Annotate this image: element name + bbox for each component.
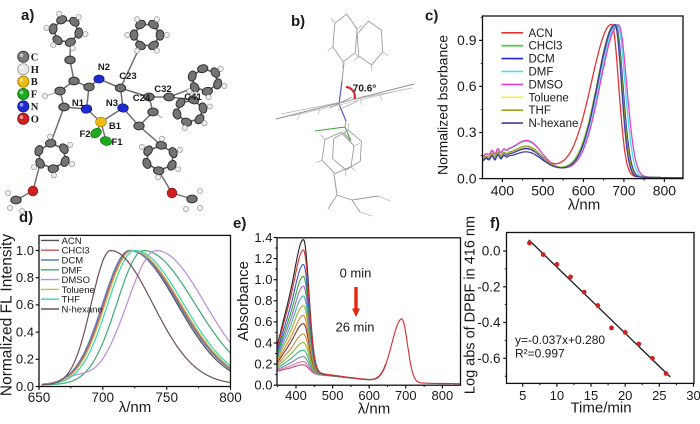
svg-text:B: B <box>31 77 38 88</box>
svg-text:0.6: 0.6 <box>16 297 34 312</box>
svg-text:C41: C41 <box>184 92 202 103</box>
svg-text:N1: N1 <box>72 98 85 109</box>
svg-text:0.2: 0.2 <box>16 352 34 367</box>
svg-text:DCM: DCM <box>529 54 555 66</box>
svg-text:1.4: 1.4 <box>254 230 272 245</box>
svg-text:C23: C23 <box>119 71 136 82</box>
svg-text:0.6: 0.6 <box>457 78 477 94</box>
svg-text:-0.6: -0.6 <box>477 351 500 366</box>
svg-text:d): d) <box>19 209 33 226</box>
svg-text:0.0: 0.0 <box>254 378 272 393</box>
svg-text:e): e) <box>233 215 246 232</box>
svg-text:-0.4: -0.4 <box>477 315 501 330</box>
svg-text:0.8: 0.8 <box>16 270 34 285</box>
svg-text:0.0: 0.0 <box>457 170 477 186</box>
svg-text:0 min: 0 min <box>340 266 372 281</box>
svg-text:26 min: 26 min <box>335 320 374 335</box>
svg-text:-0.2: -0.2 <box>477 279 500 294</box>
svg-text:c): c) <box>425 8 438 25</box>
svg-text:f): f) <box>490 215 500 232</box>
svg-text:0.0: 0.0 <box>482 244 501 259</box>
svg-text:N-hexane: N-hexane <box>62 305 103 316</box>
svg-text:THF: THF <box>529 105 551 117</box>
svg-text:N-hexane: N-hexane <box>529 118 579 130</box>
svg-text:25: 25 <box>652 388 666 403</box>
svg-text:30: 30 <box>686 388 700 403</box>
svg-text:C: C <box>31 52 39 63</box>
svg-text:0.9: 0.9 <box>457 32 477 48</box>
svg-text:N2: N2 <box>98 62 110 73</box>
svg-text:800: 800 <box>219 390 242 405</box>
svg-text:y=-0.037x+0.280: y=-0.037x+0.280 <box>515 333 605 347</box>
svg-text:1.2: 1.2 <box>254 251 272 266</box>
svg-text:Absorbance: Absorbance <box>235 261 252 341</box>
svg-text:Normalized bsorbance: Normalized bsorbance <box>435 35 451 175</box>
svg-text:500: 500 <box>322 388 344 403</box>
svg-text:Toluene: Toluene <box>529 92 569 104</box>
svg-text:700: 700 <box>612 183 636 199</box>
svg-text:0.4: 0.4 <box>16 324 34 339</box>
svg-text:λ/nm: λ/nm <box>119 399 152 416</box>
svg-text:1.0: 1.0 <box>16 243 34 258</box>
svg-text:800: 800 <box>653 183 677 199</box>
svg-text:ACN: ACN <box>529 28 553 40</box>
svg-text:B1: B1 <box>109 121 122 132</box>
svg-text:λ/nm: λ/nm <box>358 401 391 418</box>
svg-text:Time/min: Time/min <box>570 399 631 416</box>
svg-text:F2: F2 <box>79 129 90 140</box>
svg-text:1.0: 1.0 <box>254 272 272 287</box>
svg-text:700: 700 <box>395 388 417 403</box>
svg-text:DMSO: DMSO <box>529 79 564 91</box>
svg-text:0.2: 0.2 <box>254 356 272 371</box>
svg-text:CHCl3: CHCl3 <box>529 41 563 53</box>
svg-text:400: 400 <box>491 183 515 199</box>
svg-text:λ/nm: λ/nm <box>568 197 601 214</box>
svg-text:F1: F1 <box>111 137 123 148</box>
svg-text:a): a) <box>21 7 34 24</box>
svg-text:750: 750 <box>155 390 178 405</box>
svg-text:R²=0.997: R²=0.997 <box>515 347 565 361</box>
svg-text:10: 10 <box>550 388 564 403</box>
svg-text:0.6: 0.6 <box>254 314 272 329</box>
svg-text:DMF: DMF <box>529 67 554 79</box>
svg-text:H: H <box>31 65 39 76</box>
svg-text:70.6°: 70.6° <box>353 83 376 94</box>
svg-text:500: 500 <box>531 183 555 199</box>
svg-text:650: 650 <box>28 390 51 405</box>
svg-text:Normalized FL Intensity: Normalized FL Intensity <box>0 234 16 396</box>
svg-text:b): b) <box>291 13 305 30</box>
svg-text:400: 400 <box>285 388 307 403</box>
svg-text:800: 800 <box>432 388 454 403</box>
svg-text:700: 700 <box>92 390 115 405</box>
svg-text:0.4: 0.4 <box>254 335 272 350</box>
svg-text:C32: C32 <box>154 84 171 95</box>
svg-text:Log abs of DPBF in 416 nm: Log abs of DPBF in 416 nm <box>463 216 479 394</box>
svg-text:N: N <box>31 102 39 113</box>
svg-text:F: F <box>31 90 37 101</box>
svg-text:0.8: 0.8 <box>254 293 272 308</box>
svg-text:O: O <box>31 114 39 125</box>
svg-text:N3: N3 <box>106 98 118 109</box>
svg-text:0.3: 0.3 <box>457 124 477 140</box>
svg-text:5: 5 <box>519 388 526 403</box>
svg-text:C24: C24 <box>133 93 151 104</box>
